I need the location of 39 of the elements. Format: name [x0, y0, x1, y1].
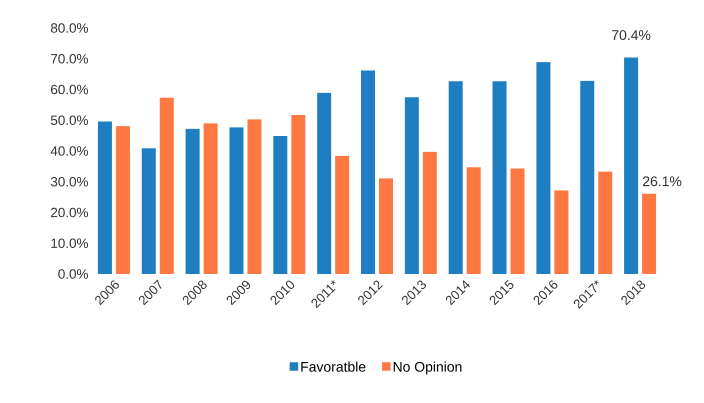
- y-tick-label: 50.0%: [50, 115, 88, 126]
- bar: [361, 70, 376, 274]
- bar: [422, 152, 437, 274]
- data-label: 70.4%: [612, 30, 650, 40]
- bar: [142, 148, 156, 274]
- bar: [160, 98, 174, 274]
- bar: [642, 194, 656, 274]
- bar: [116, 126, 130, 274]
- legend-label: No Opinion: [394, 362, 462, 375]
- y-tick-label: 0.0%: [58, 269, 88, 279]
- y-tick-label: 60.0%: [51, 84, 88, 94]
- y-tick-label: 40.0%: [50, 146, 88, 156]
- bar: [204, 123, 218, 274]
- bar: [98, 121, 112, 274]
- bar: [466, 167, 481, 274]
- bar: [186, 128, 200, 274]
- bar: [510, 168, 525, 274]
- bar: [335, 156, 350, 274]
- bar: [273, 136, 288, 274]
- bar: [404, 97, 419, 274]
- y-tick-label: 30.0%: [50, 176, 88, 187]
- y-tick-label: 10.0%: [51, 238, 88, 248]
- bar: [624, 58, 638, 274]
- bar: [379, 178, 394, 274]
- bar: [247, 119, 262, 274]
- legend-label: Favoratble: [301, 362, 366, 372]
- bar: [492, 81, 507, 274]
- bar: [554, 190, 568, 274]
- bar: [598, 172, 612, 274]
- bar: [229, 127, 244, 274]
- y-tick-label: 70.0%: [51, 54, 88, 64]
- data-label: 26.1%: [642, 176, 682, 186]
- bar: [448, 81, 463, 274]
- bar: [317, 92, 332, 274]
- y-tick-label: 20.0%: [51, 208, 88, 218]
- bar: [291, 115, 306, 274]
- bar: [580, 80, 594, 274]
- y-tick-label: 80.0%: [50, 23, 88, 33]
- bar: [536, 62, 550, 274]
